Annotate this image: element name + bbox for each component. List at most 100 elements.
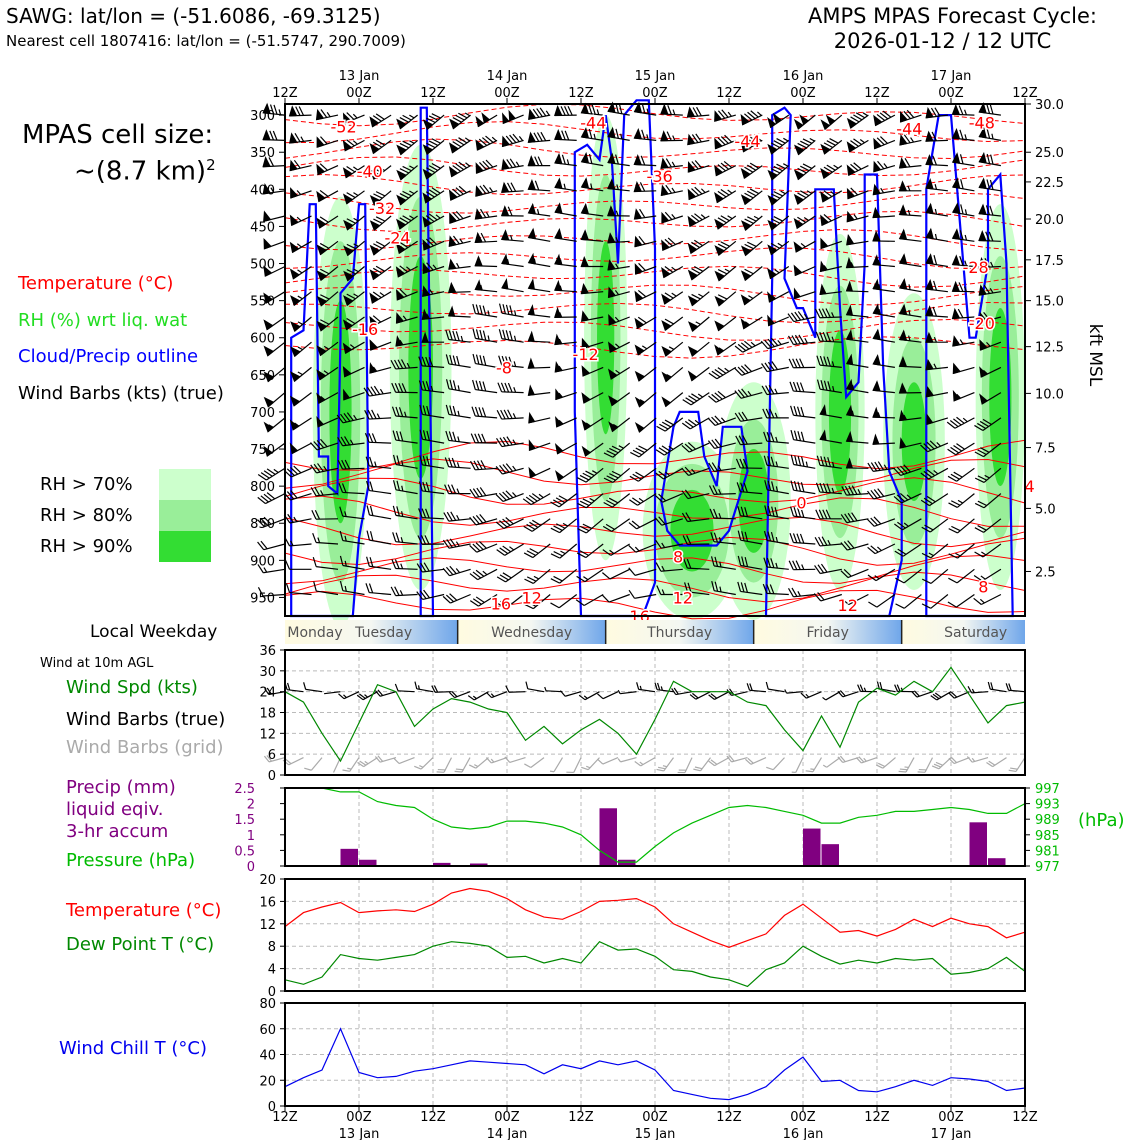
xs-wind-barb-452-fbarb (366, 505, 371, 516)
xs-wind-barb-227 (342, 316, 365, 331)
xs-wind-barb-478-hbarb (317, 537, 321, 543)
xs-wind-barb-447-fbarb (977, 500, 987, 507)
cloud-outline-3 (660, 410, 749, 547)
xs-wind-barb-389-hbarb (936, 441, 941, 447)
xs-wind-barb-29-fbarb (294, 133, 301, 143)
xs-wind-barb-144-fbarb (370, 245, 380, 252)
xs-wind-barb-420-fbarb (263, 493, 273, 501)
xs-wind-barb-82-fbarb (959, 154, 964, 164)
xs-wind-barb-289-fbarb (508, 356, 513, 367)
xs-wind-barb-325-fbarb (708, 395, 717, 403)
xs-wind-barb-36-hbarb (491, 136, 497, 142)
xs-wind-barb-440 (790, 480, 816, 495)
xs-wind-barb-300-fbarb (788, 358, 794, 369)
xs-wind-barb-246-flag (845, 304, 854, 316)
sfc-wind-barb-31-staff (842, 691, 859, 698)
xs-wind-barb-353-fbarb (714, 415, 723, 424)
xs-wind-barb-257 (395, 335, 418, 347)
xs-wind-barb-169 (289, 266, 312, 280)
xs-wind-barb-522-fbarb (737, 555, 742, 566)
xs-wind-barb-271-fbarb (764, 339, 772, 349)
sfc-wind-barb-4-hbarb (343, 694, 347, 699)
grid-wind-barb-24 (708, 757, 730, 767)
xs-wind-barb-424-fbarb (366, 480, 370, 491)
xs-wind-barb-377-fbarb (611, 445, 622, 452)
grid-wind-barb-29-fbarb (805, 770, 814, 773)
xs-wind-barb-257-flag (395, 335, 403, 347)
xs-wind-barb-281-fbarb (290, 371, 301, 378)
xs-wind-barb-554-fbarb (840, 597, 850, 605)
xs-wind-barb-232-fbarb (479, 304, 483, 315)
precip-bar-7 (821, 844, 839, 866)
xs-wind-barb-411-fbarb (763, 455, 768, 466)
kft-tick-label-0: 30.0 (1035, 98, 1064, 113)
xs-wind-barb-164-fbarb (903, 229, 908, 240)
xs-wind-barb-526-staff (847, 568, 869, 579)
xs-wind-barb-49-fbarb (826, 140, 836, 146)
xs-wind-barb-105-fbarb (820, 192, 830, 199)
xs-wind-barb-43-fbarb (663, 131, 669, 141)
xs-wind-barb-342-staff (422, 413, 445, 419)
xs-wind-barb-237-hbarb (614, 316, 620, 322)
xs-wind-barb-433-staff (611, 493, 631, 508)
sfc-wind-barb-0-staff (268, 691, 286, 696)
xs-wind-barb-389-staff (927, 442, 949, 453)
xs-wind-barb-492 (682, 535, 710, 545)
sfc-wind-barb-4 (338, 691, 360, 700)
sfc-wind-barb-21-staff (657, 689, 674, 693)
pressure-tick-label-5: 550 (250, 295, 275, 310)
windspd-ytick-label-1: 6 (268, 748, 276, 763)
xs-wind-barb-306 (952, 362, 975, 375)
xs-wind-barb-493-staff (713, 541, 736, 545)
xs-wind-barb-27-fbarb (986, 103, 991, 114)
xs-wind-barb-145-fbarb (396, 243, 406, 250)
xs-wind-barb-452-staff (369, 514, 392, 520)
pressure-tick-label-3: 450 (250, 220, 275, 235)
xs-wind-barb-60-fbarb (375, 165, 386, 172)
xs-wind-barb-373-fbarb (496, 437, 503, 447)
xs-wind-barb-35-fbarb (452, 141, 462, 148)
xs-wind-barb-341-fbarb (398, 407, 404, 417)
xs-wind-barb-271-fbarb (767, 338, 775, 347)
xs-wind-barb-361 (926, 413, 949, 426)
xs-wind-barb-325-fbarb (717, 390, 726, 399)
xs-wind-barb-216-flag (793, 287, 801, 300)
xs-wind-barb-446-fbarb (948, 502, 958, 508)
xs-wind-barb-226 (316, 316, 339, 332)
sfc-wind-barb-11-hbarb (472, 695, 477, 700)
xs-wind-barb-37 (501, 133, 524, 148)
xs-wind-barb-248-fbarb (903, 304, 908, 315)
xs-wind-barb-175 (448, 258, 471, 270)
xs-wind-barb-549-fbarb (714, 581, 719, 592)
xs-wind-barb-266-hbarb (641, 345, 648, 350)
grid-wind-barb-18-staff (602, 757, 619, 765)
xs-wind-barb-480-fbarb (366, 530, 371, 541)
xs-wind-barb-508-staff (369, 565, 392, 570)
xs-wind-barb-386-flag (845, 430, 854, 443)
grid-wind-barb-40-staff (1015, 757, 1026, 772)
xs-wind-barb-100-fbarb (691, 188, 700, 196)
grid-wind-barb-18 (597, 757, 619, 765)
xs-wind-barb-97 (607, 178, 630, 192)
xs-wind-barb-9-flag (502, 112, 510, 125)
xs-wind-barb-142-fbarb (319, 242, 330, 249)
xs-wind-barb-509 (391, 559, 418, 570)
xs-wind-barb-506-staff (316, 566, 339, 570)
xs-wind-barb-7-fbarb (458, 112, 468, 119)
xs-wind-barb-347-hbarb (558, 419, 564, 425)
xs-wind-barb-348-flag (581, 419, 591, 431)
xs-wind-barb-443-staff (873, 493, 896, 500)
xs-wind-barb-314-fbarb (418, 380, 423, 391)
xs-wind-barb-93-fbarb (503, 182, 510, 193)
grid-wind-barb-21-staff (663, 757, 674, 772)
xs-wind-barb-78-fbarb (853, 162, 862, 170)
xs-wind-barb-194 (951, 254, 975, 268)
xs-wind-barb-489-hbarb (609, 549, 615, 555)
sfc-wind-barb-37 (948, 691, 970, 699)
xs-wind-barb-492-fbarb (686, 535, 692, 545)
xs-wind-barb-174-fbarb (422, 263, 431, 272)
xs-wind-barb-238-fbarb (634, 318, 644, 326)
xs-wind-barb-392-fbarb (266, 468, 276, 475)
xs-wind-barb-487 (550, 543, 578, 559)
xs-wind-barb-142-fbarb (317, 245, 327, 251)
